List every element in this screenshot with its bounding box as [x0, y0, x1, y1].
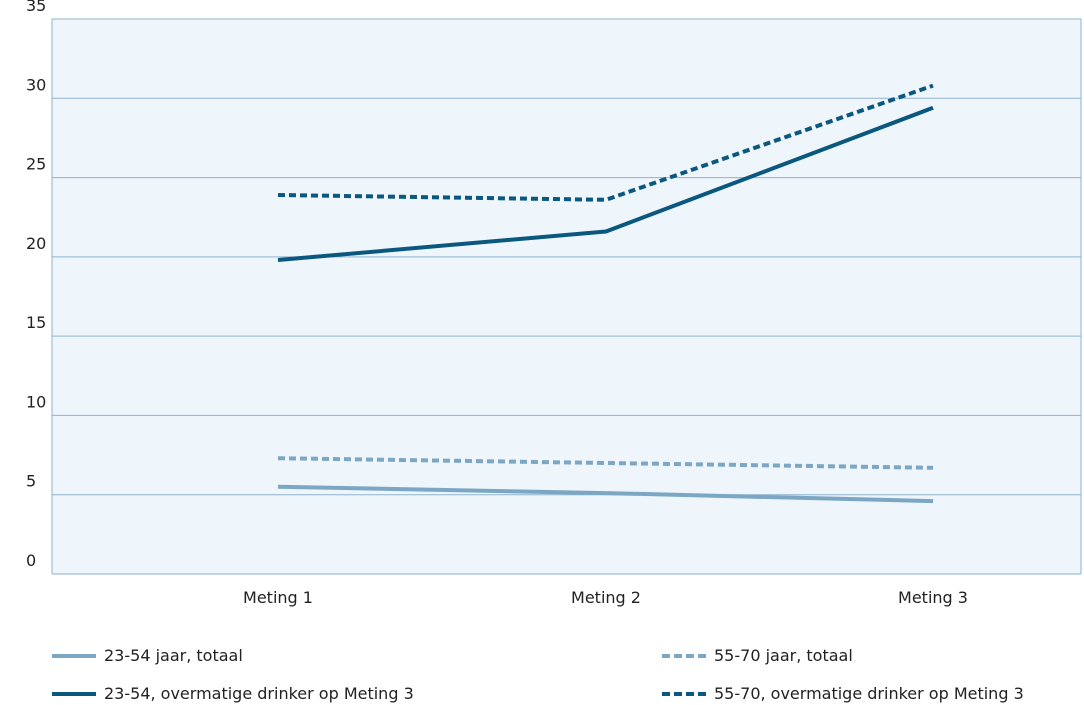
x-tick-label: Meting 3 — [898, 588, 968, 607]
series-lines — [277, 83, 934, 504]
y-tick-label: 20 — [26, 234, 46, 253]
y-tick-label: 0 — [26, 551, 36, 570]
x-tick-labels: Meting 1 Meting 2 Meting 3 — [243, 588, 968, 607]
plot-area — [52, 19, 1081, 574]
series-line-1 — [277, 484, 934, 504]
y-tick-label: 5 — [26, 472, 36, 491]
y-tick-label: 30 — [26, 75, 46, 94]
y-tick-label: 15 — [26, 313, 46, 332]
x-tick-label: Meting 1 — [243, 588, 313, 607]
y-tick-label: 25 — [26, 155, 46, 174]
y-tick-label: 10 — [26, 392, 46, 411]
y-tick-label: 35 — [26, 0, 46, 15]
y-tick-labels: 0 5 10 15 20 25 30 35 — [26, 0, 46, 570]
x-tick-label: Meting 2 — [571, 588, 641, 607]
gridlines — [52, 18, 1081, 496]
axes — [51, 19, 1082, 575]
series-line-3 — [277, 105, 934, 262]
